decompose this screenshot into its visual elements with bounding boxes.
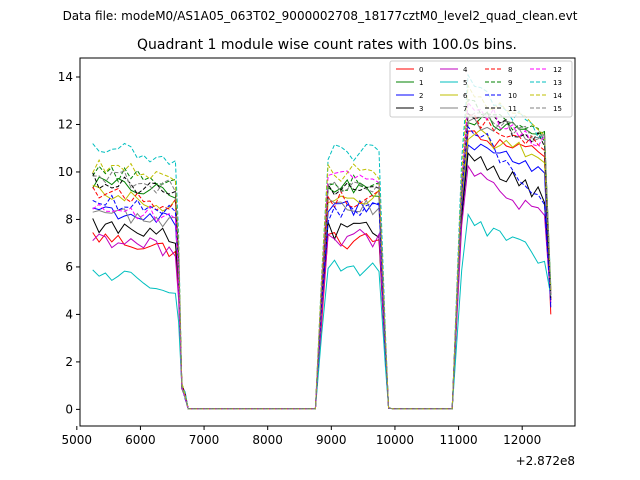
legend-label-9: 9 bbox=[508, 79, 512, 87]
x-tick-label: 10000 bbox=[376, 433, 414, 447]
y-tick-label: 2 bbox=[65, 355, 73, 369]
x-tick-label: 9000 bbox=[316, 433, 347, 447]
suptitle: Data file: modeM0/AS1A05_063T02_90000027… bbox=[63, 9, 578, 23]
legend-label-14: 14 bbox=[553, 92, 562, 100]
y-tick-label: 12 bbox=[58, 117, 73, 131]
y-tick-label: 4 bbox=[65, 307, 73, 321]
series-line-10 bbox=[92, 125, 552, 410]
y-axis: 0 2 4 6 8 10 12 14 bbox=[58, 70, 80, 416]
legend-label-4: 4 bbox=[463, 66, 468, 74]
series-line-12 bbox=[92, 101, 552, 410]
legend-box bbox=[389, 60, 573, 118]
y-tick-label: 0 bbox=[65, 402, 73, 416]
series-line-11 bbox=[92, 112, 552, 410]
series-layer bbox=[92, 73, 552, 410]
legend-label-15: 15 bbox=[553, 105, 562, 113]
x-tick-label: 5000 bbox=[62, 433, 93, 447]
y-tick-label: 8 bbox=[65, 212, 73, 226]
legend-label-11: 11 bbox=[508, 105, 517, 113]
legend-label-3: 3 bbox=[419, 105, 423, 113]
legend-label-0: 0 bbox=[419, 66, 423, 74]
series-line-7 bbox=[92, 117, 552, 410]
legend-label-13: 13 bbox=[553, 79, 562, 87]
x-offset-label: +2.872e8 bbox=[516, 454, 575, 468]
series-line-15 bbox=[92, 112, 552, 410]
y-tick-label: 14 bbox=[58, 70, 73, 84]
plot-frame bbox=[79, 57, 576, 427]
legend-label-8: 8 bbox=[508, 66, 512, 74]
legend-label-1: 1 bbox=[419, 79, 423, 87]
chart-title: Quadrant 1 module wise count rates with … bbox=[137, 37, 517, 53]
y-tick-label: 6 bbox=[65, 260, 73, 274]
x-axis: 5000 6000 7000 8000 9000 10000 11000 12000 bbox=[62, 426, 541, 447]
x-tick-label: 11000 bbox=[439, 433, 477, 447]
x-tick-label: 7000 bbox=[189, 433, 220, 447]
legend-label-2: 2 bbox=[419, 92, 423, 100]
series-line-13 bbox=[92, 73, 552, 410]
series-line-9 bbox=[92, 99, 552, 410]
legend-label-6: 6 bbox=[463, 92, 468, 100]
legend-label-5: 5 bbox=[463, 79, 467, 87]
series-line-14 bbox=[92, 83, 552, 410]
x-tick-label: 12000 bbox=[503, 433, 541, 447]
legend-label-12: 12 bbox=[553, 66, 562, 74]
x-tick-label: 6000 bbox=[125, 433, 156, 447]
legend-label-10: 10 bbox=[508, 92, 517, 100]
legend-label-7: 7 bbox=[463, 105, 467, 113]
x-tick-label: 8000 bbox=[252, 433, 283, 447]
y-tick-label: 10 bbox=[58, 165, 73, 179]
